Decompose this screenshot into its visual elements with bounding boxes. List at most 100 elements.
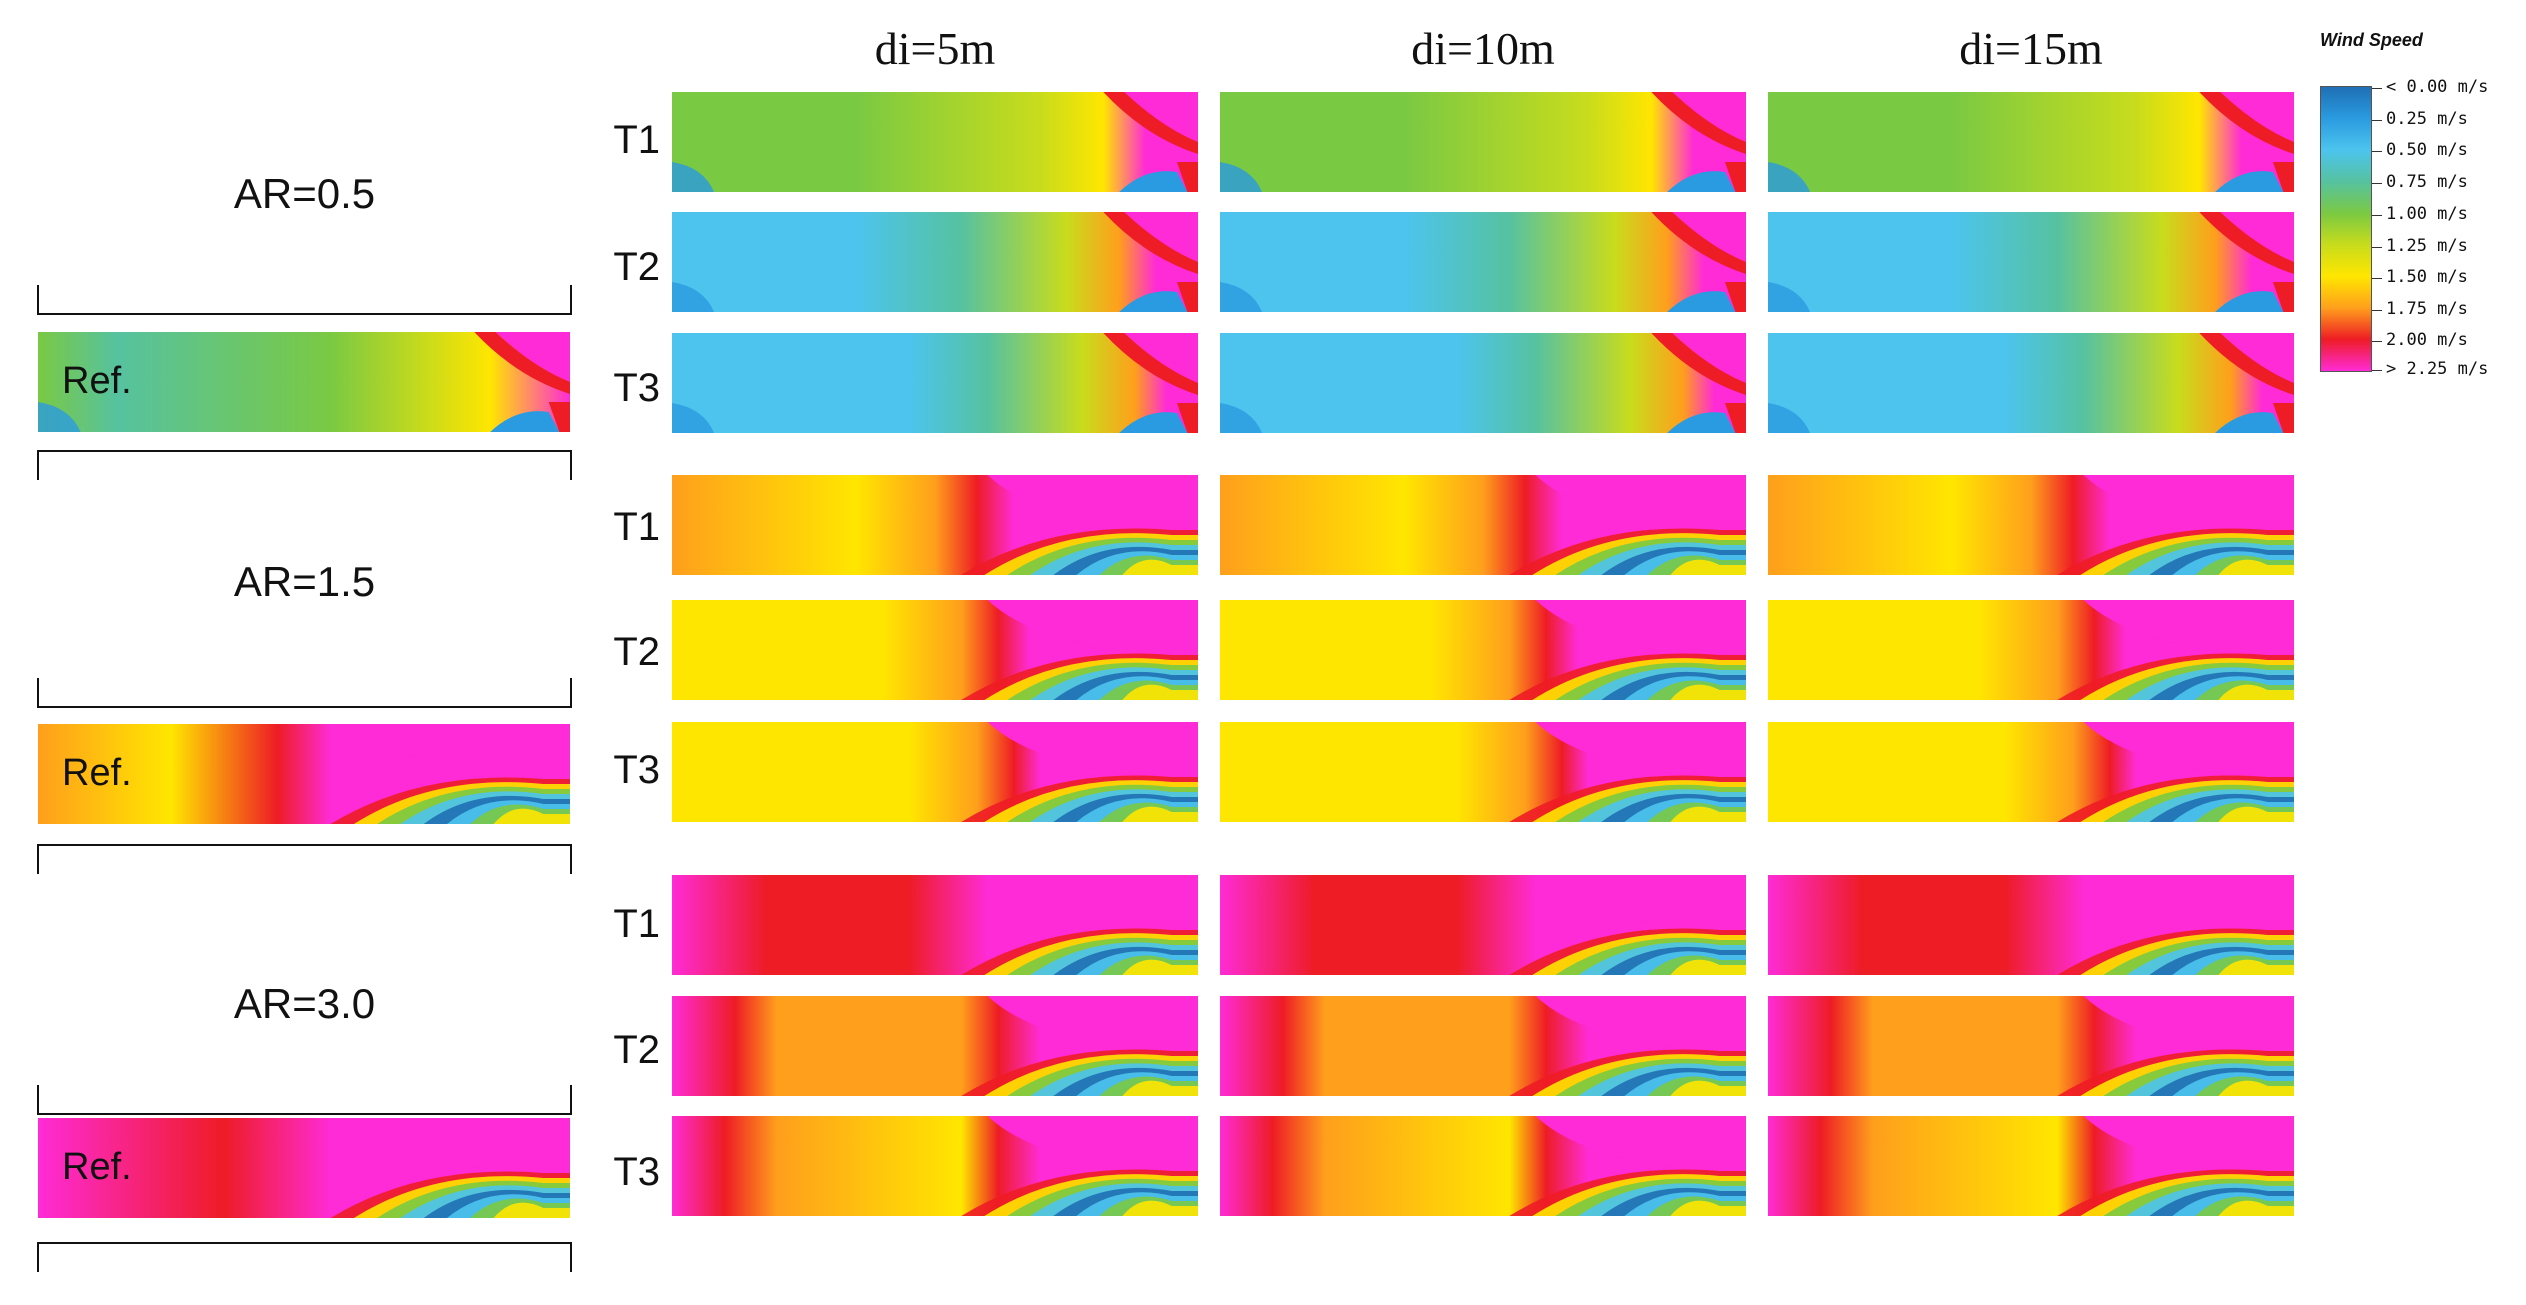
flow-region (1670, 806, 1746, 822)
ref-bracket-bottom-ar15 (37, 844, 572, 874)
flow-region (1667, 412, 1736, 433)
flow-region (1220, 282, 1263, 312)
flow-region (1122, 1080, 1198, 1096)
flow-region (2272, 403, 2294, 433)
flow-region (1535, 996, 1746, 1056)
flow-region (2083, 722, 2294, 782)
flow-region (1535, 722, 1746, 782)
row-label-ar30-t3: T3 (613, 1150, 660, 1194)
panel-field (38, 332, 570, 432)
flow-region (1667, 171, 1736, 192)
panel-ar15-t3-di5 (672, 722, 1198, 822)
flow-region (357, 724, 570, 784)
ref-bracket-top-ar30 (37, 1085, 572, 1115)
flow-region (1670, 1080, 1746, 1096)
panel-ar05-t1-di15 (1768, 92, 2294, 192)
panel-ar30-t1-di5 (672, 875, 1198, 975)
legend-tick (2372, 247, 2382, 248)
flow-region (1651, 92, 1746, 154)
flow-region (548, 402, 570, 432)
flow-region (1122, 684, 1198, 700)
row-label-ar05-t3: T3 (613, 366, 660, 410)
flow-region (2220, 212, 2294, 262)
flow-region (2199, 212, 2294, 274)
flow-region (1176, 403, 1198, 433)
legend-tick (2372, 151, 2382, 152)
group-title-ar05: AR=0.5 (233, 170, 376, 217)
flow-region (1124, 92, 1198, 142)
flow-region (1667, 291, 1736, 312)
flow-region (2218, 1200, 2294, 1216)
panel-field (672, 333, 1198, 433)
panel-ar30-t2-di15 (1768, 996, 2294, 1096)
panel-ar05-t1-di5 (672, 92, 1198, 192)
flow-region (2199, 333, 2294, 395)
flow-region (490, 411, 560, 432)
flow-region (1103, 333, 1198, 395)
flow-region (1672, 212, 1746, 262)
row-label-ar30-t2: T2 (613, 1028, 660, 1072)
flow-region (2218, 684, 2294, 700)
ref-label-ar15: Ref. (62, 752, 132, 794)
group-title-ar30: AR=3.0 (233, 980, 376, 1027)
flow-region (2215, 171, 2284, 192)
column-header-di15: di=15m (1959, 23, 2103, 74)
panel-ar05-t1-di10 (1220, 92, 1746, 192)
flow-region (1670, 959, 1746, 975)
flow-region (2083, 600, 2294, 660)
panel-field (1768, 333, 2294, 433)
panel-ar15-t3-di10 (1220, 722, 1746, 822)
panel-field (1768, 212, 2294, 312)
legend-title: Wind Speed (2320, 30, 2423, 50)
flow-region (1119, 171, 1188, 192)
legend-tick (2372, 370, 2382, 371)
flow-region (1724, 403, 1746, 433)
flow-region (1670, 559, 1746, 575)
flow-region (2218, 959, 2294, 975)
flow-region (1220, 162, 1263, 192)
flow-region (2199, 92, 2294, 154)
flow-region (38, 402, 81, 432)
legend-label: 0.75 m/s (2386, 172, 2468, 192)
panel-ar15-t2-di10 (1220, 600, 1746, 700)
flow-region (493, 1202, 570, 1218)
flow-region (1119, 412, 1188, 433)
flow-region (2083, 475, 2294, 535)
legend-label: 2.00 m/s (2386, 330, 2468, 350)
flow-region (1220, 403, 1263, 433)
flow-region (1535, 1116, 1746, 1176)
flow-region (1768, 282, 1811, 312)
panel-ar05-t3-di5 (672, 333, 1198, 433)
legend-label: > 2.25 m/s (2386, 359, 2489, 379)
panel-ar05-t2-di15 (1768, 212, 2294, 312)
flow-region (1651, 212, 1746, 274)
panel-ar05-t2-di5 (672, 212, 1198, 312)
flow-region (2218, 559, 2294, 575)
column-header-di10: di=10m (1411, 23, 1555, 74)
legend-label: 1.25 m/s (2386, 236, 2468, 256)
flow-region (1670, 1200, 1746, 1216)
panel-ar15-t1-di5 (672, 475, 1198, 575)
flow-region (672, 403, 715, 433)
panel-ar15-t2-di5 (672, 600, 1198, 700)
flow-region (2083, 875, 2294, 935)
flow-region (2083, 1116, 2294, 1176)
flow-region (1103, 212, 1198, 274)
flow-region (987, 875, 1198, 935)
flow-region (1122, 806, 1198, 822)
panel-ar30-t1-di10 (1220, 875, 1746, 975)
panel-ar30-t2-di10 (1220, 996, 1746, 1096)
flow-region (1176, 282, 1198, 312)
flow-region (1122, 559, 1198, 575)
row-label-ar05-t1: T1 (613, 118, 660, 162)
flow-region (1768, 162, 1811, 192)
flow-region (1124, 333, 1198, 383)
legend-label: 1.75 m/s (2386, 299, 2468, 319)
flow-region (1176, 162, 1198, 192)
ref-panel-ar15 (38, 724, 570, 824)
flow-region (1670, 684, 1746, 700)
panel-ar05-t3-di15 (1768, 333, 2294, 433)
panel-field (1220, 333, 1746, 433)
flow-region (987, 600, 1198, 660)
